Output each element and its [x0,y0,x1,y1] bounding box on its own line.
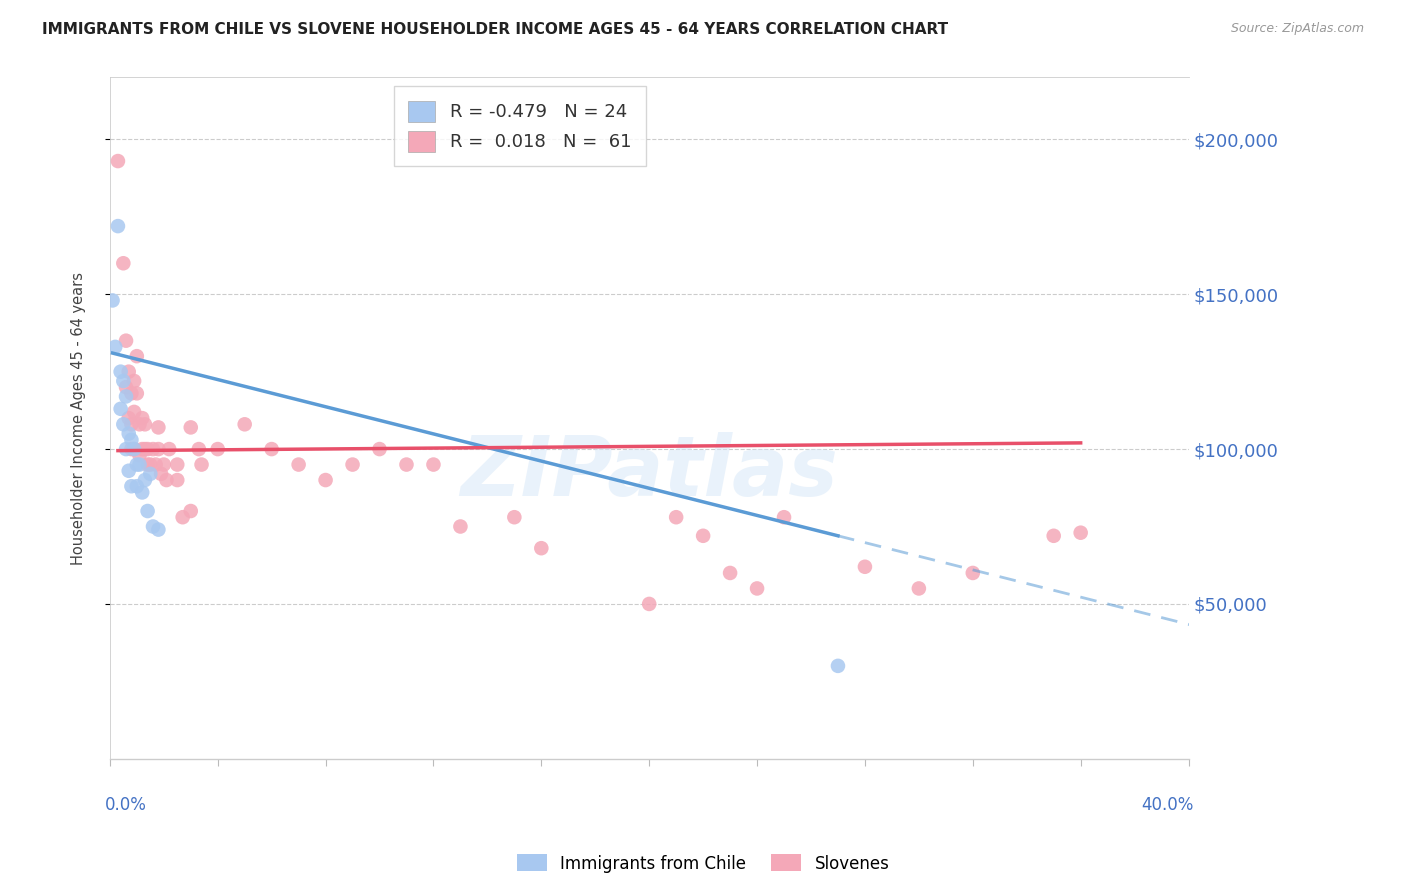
Point [122,374,145,388]
Point [503,510,526,524]
Point [134,417,156,432]
Point [172,510,194,524]
Point [148,420,170,434]
Point [118,365,141,379]
Point [131,411,153,425]
Point [112,417,135,432]
Point [112,374,135,388]
Point [157,442,180,456]
Point [180,504,202,518]
Point [115,334,138,348]
Point [1042,529,1064,543]
Point [101,293,124,308]
Point [180,420,202,434]
Point [145,458,167,472]
Point [118,426,141,441]
Point [104,340,127,354]
Point [638,597,661,611]
Point [120,417,142,432]
Point [166,473,188,487]
Point [131,442,153,456]
Point [136,504,159,518]
Point [120,442,142,456]
Point [853,559,876,574]
Point [827,658,849,673]
Point [134,442,156,456]
Text: Source: ZipAtlas.com: Source: ZipAtlas.com [1230,22,1364,36]
Point [315,473,337,487]
Point [342,458,364,472]
Point [128,458,150,472]
Point [150,467,173,481]
Point [136,458,159,472]
Point [368,442,391,456]
Point [692,529,714,543]
Point [449,519,471,533]
Point [125,458,148,472]
Point [125,386,148,401]
Point [128,417,150,432]
Point [148,442,170,456]
Point [115,380,138,394]
Point [122,442,145,456]
Point [745,582,768,596]
Point [166,458,188,472]
Point [142,519,165,533]
Point [155,473,177,487]
Point [115,389,138,403]
Point [395,458,418,472]
Point [187,442,209,456]
Legend: R = -0.479   N = 24, R =  0.018   N =  61: R = -0.479 N = 24, R = 0.018 N = 61 [394,87,645,166]
Point [139,467,162,481]
Point [530,541,553,556]
Point [142,442,165,456]
Point [115,442,138,456]
Text: IMMIGRANTS FROM CHILE VS SLOVENE HOUSEHOLDER INCOME AGES 45 - 64 YEARS CORRELATI: IMMIGRANTS FROM CHILE VS SLOVENE HOUSEHO… [42,22,948,37]
Point [190,458,212,472]
Point [422,458,444,472]
Point [131,485,153,500]
Point [718,566,741,580]
Point [136,442,159,456]
Point [107,219,129,233]
Point [122,405,145,419]
Point [287,458,309,472]
Point [134,473,156,487]
Point [120,386,142,401]
Text: ZIPatlas: ZIPatlas [460,432,838,513]
Point [122,442,145,456]
Point [110,401,132,416]
Point [152,458,174,472]
Point [773,510,796,524]
Y-axis label: Householder Income Ages 45 - 64 years: Householder Income Ages 45 - 64 years [72,271,86,565]
Text: 0.0%: 0.0% [104,797,146,814]
Point [128,448,150,462]
Point [1070,525,1092,540]
Point [118,411,141,425]
Point [118,464,141,478]
Point [207,442,229,456]
Point [962,566,984,580]
Point [112,256,135,270]
Point [139,458,162,472]
Point [260,442,283,456]
Point [107,154,129,169]
Legend: Immigrants from Chile, Slovenes: Immigrants from Chile, Slovenes [510,847,896,880]
Point [120,479,142,493]
Point [908,582,931,596]
Point [125,479,148,493]
Point [125,349,148,363]
Point [148,523,170,537]
Text: 40.0%: 40.0% [1142,797,1194,814]
Point [233,417,256,432]
Point [110,365,132,379]
Point [665,510,688,524]
Point [120,433,142,447]
